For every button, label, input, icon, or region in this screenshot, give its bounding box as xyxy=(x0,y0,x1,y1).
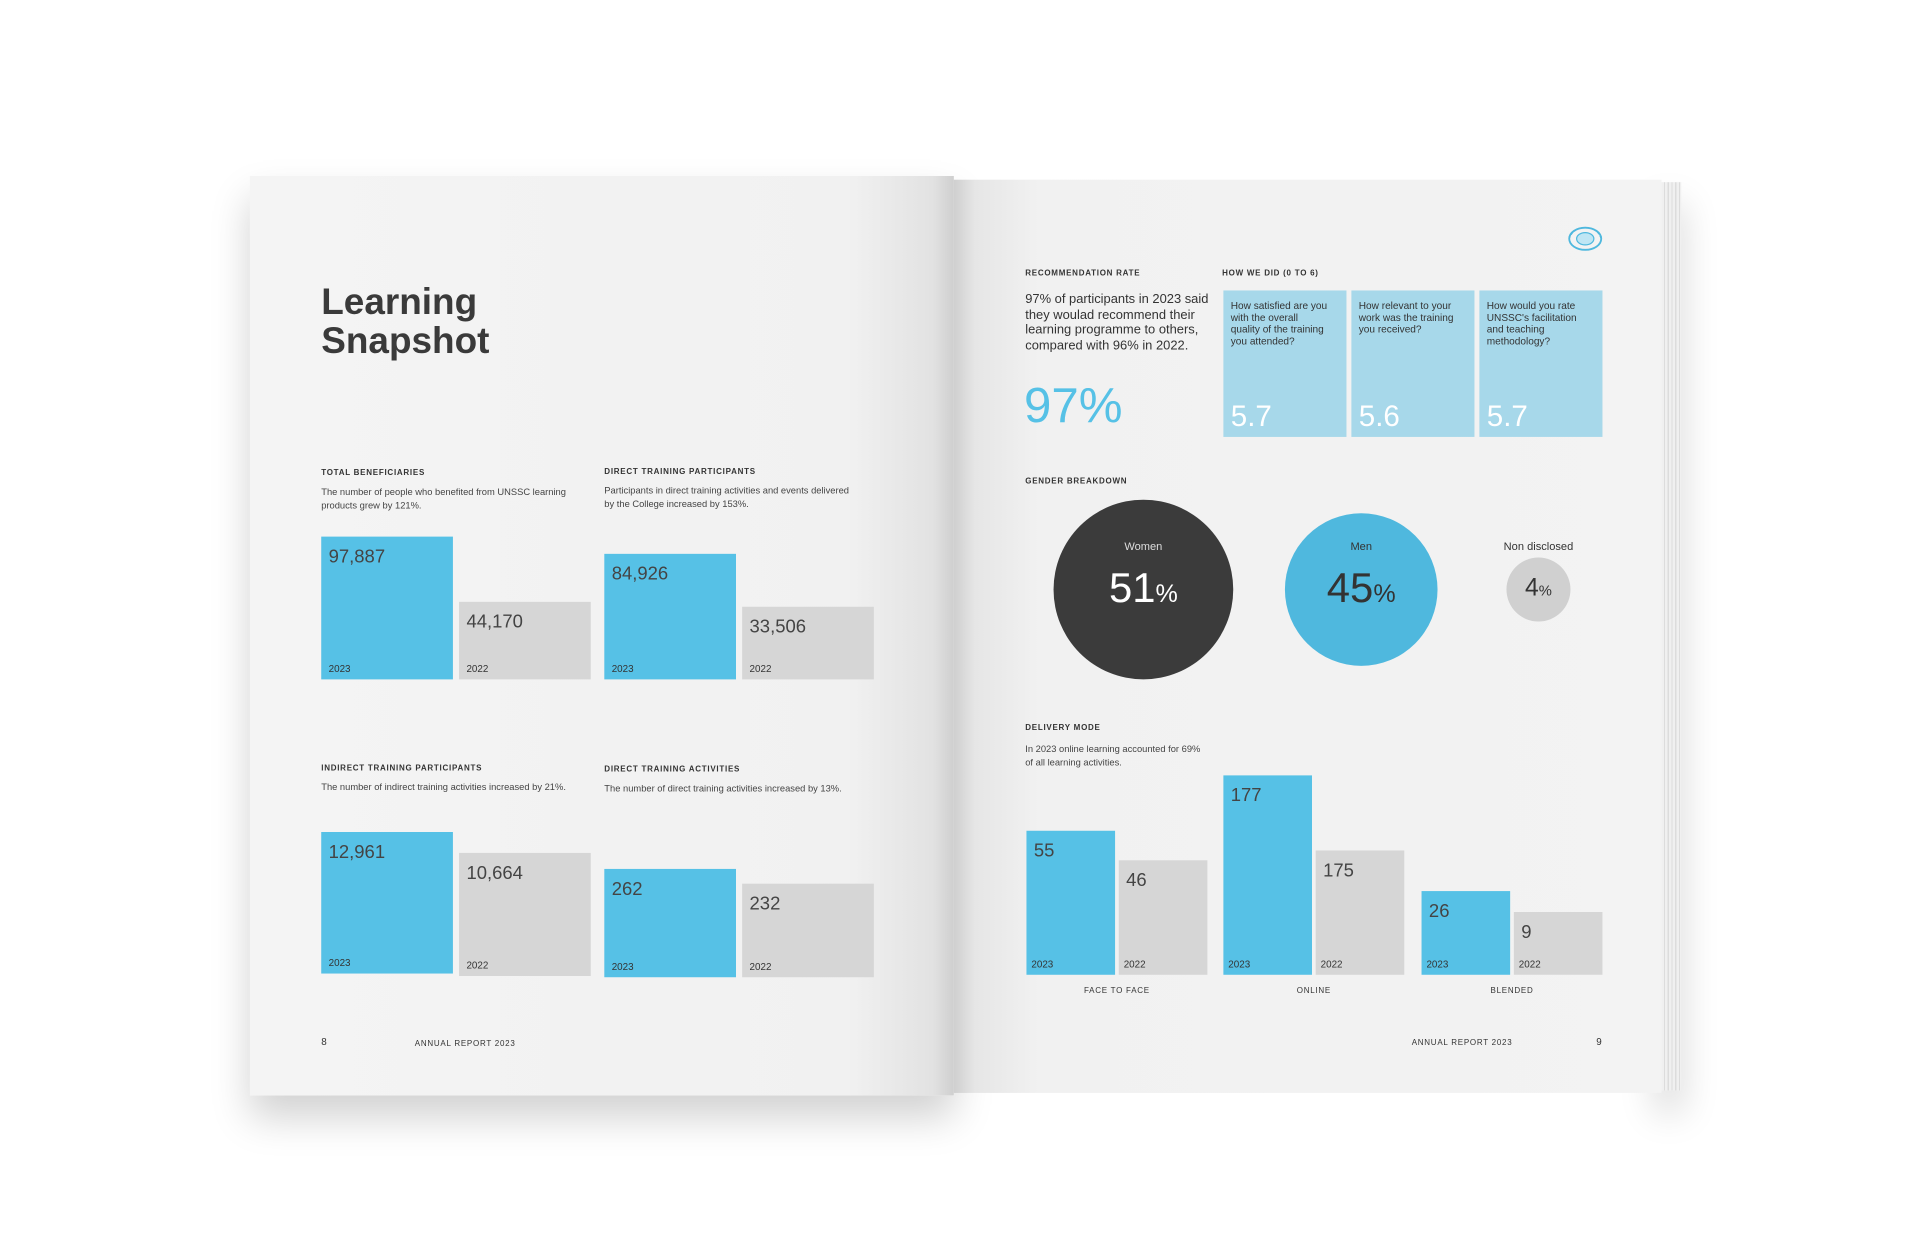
bar: 55 2023 xyxy=(1026,830,1116,975)
bar-value: 262 xyxy=(611,878,643,900)
gender-name: Women xyxy=(1124,540,1163,553)
gender-circle xyxy=(1284,513,1438,666)
page-number: 9 xyxy=(1596,1036,1602,1048)
bar: 44,170 2022 xyxy=(459,601,591,680)
score-value: 5.7 xyxy=(1486,399,1528,434)
bar-value: 33,506 xyxy=(749,616,807,638)
bar-value: 26 xyxy=(1428,900,1450,922)
gender-number: 45 xyxy=(1326,564,1374,612)
gender-name: Non disclosed xyxy=(1503,540,1574,553)
gender-value: 51% xyxy=(1070,564,1218,612)
bar-year: 2022 xyxy=(1518,958,1541,970)
bar-year: 2022 xyxy=(466,663,489,675)
bar-year: 2023 xyxy=(611,663,634,675)
bar-value: 12,961 xyxy=(328,841,386,863)
gender-number: 51 xyxy=(1108,564,1156,612)
footer-text: ANNUAL REPORT 2023 xyxy=(1411,1038,1513,1048)
group-label: ONLINE xyxy=(1296,987,1331,996)
score-card: How satisfied are you with the overall q… xyxy=(1223,290,1347,437)
panel-label: INDIRECT TRAINING PARTICIPANTS xyxy=(321,764,483,773)
bar-value: 97,887 xyxy=(328,546,386,568)
panel-label: DIRECT TRAINING PARTICIPANTS xyxy=(604,467,756,477)
bar: 262 2023 xyxy=(604,868,736,978)
panel-description: The number of people who benefited from … xyxy=(321,486,566,511)
bar-value: 9 xyxy=(1521,921,1532,943)
gender-circle xyxy=(1053,499,1234,680)
score-card: How relevant to your work was the traini… xyxy=(1351,290,1475,437)
bar-value: 46 xyxy=(1126,870,1147,892)
bar-year: 2023 xyxy=(328,957,351,969)
bar: 9 2022 xyxy=(1513,911,1603,975)
bar: 175 2022 xyxy=(1315,850,1405,975)
section-label: GENDER BREAKDOWN xyxy=(1025,477,1128,487)
group-label: BLENDED xyxy=(1490,987,1534,996)
bar: 232 2022 xyxy=(742,883,874,978)
bar-year: 2022 xyxy=(466,959,489,972)
bar-year: 2023 xyxy=(611,961,634,973)
bar-year: 2022 xyxy=(1123,958,1146,970)
bar: 177 2023 xyxy=(1223,775,1312,975)
gender-value: 4% xyxy=(1465,575,1613,603)
footer-text: ANNUAL REPORT 2023 xyxy=(414,1039,516,1049)
bar: 10,664 2022 xyxy=(459,852,591,976)
page-number: 8 xyxy=(321,1036,327,1048)
bar: 84,926 2023 xyxy=(604,553,736,680)
bar: 46 2022 xyxy=(1118,860,1208,975)
bar: 33,506 2022 xyxy=(742,606,874,680)
logo xyxy=(1568,226,1603,251)
bar-value: 55 xyxy=(1033,840,1055,862)
bar-year: 2023 xyxy=(1228,958,1251,970)
group-label: FACE TO FACE xyxy=(1083,987,1150,996)
score-question: How would you rate UNSSC's facilitation … xyxy=(1486,300,1577,347)
bar: 97,887 2023 xyxy=(321,536,453,680)
bar: 12,961 2023 xyxy=(321,831,453,974)
panel-label: TOTAL BENEFICIARIES xyxy=(321,468,426,478)
section-label: HOW WE DID (0 TO 6) xyxy=(1222,269,1319,279)
gender-number: 4 xyxy=(1525,574,1539,602)
score-question: How relevant to your work was the traini… xyxy=(1358,300,1454,335)
bar-year: 2023 xyxy=(328,663,351,675)
score-value: 5.6 xyxy=(1358,399,1400,434)
page-title: Learning Snapshot xyxy=(321,281,490,362)
section-label: DELIVERY MODE xyxy=(1025,723,1101,733)
bar-value: 10,664 xyxy=(466,862,523,884)
bar: 26 2023 xyxy=(1421,891,1511,975)
bar-year: 2022 xyxy=(749,961,772,973)
gender-value: 45% xyxy=(1287,564,1435,612)
bar-value: 175 xyxy=(1323,860,1354,882)
panel-description: Participants in direct training activiti… xyxy=(604,484,849,510)
section-label: RECOMMENDATION RATE xyxy=(1025,269,1141,279)
gender-unit: % xyxy=(1373,580,1396,608)
bar-value: 44,170 xyxy=(466,611,523,633)
panel-description: The number of direct training activities… xyxy=(604,782,842,794)
panel-label: DIRECT TRAINING ACTIVITIES xyxy=(604,765,741,775)
recommendation-value: 97% xyxy=(1023,379,1123,434)
bar-year: 2022 xyxy=(749,663,772,675)
bar-value: 84,926 xyxy=(611,563,669,585)
score-value: 5.7 xyxy=(1230,399,1272,434)
bar-year: 2022 xyxy=(1320,958,1343,970)
gender-unit: % xyxy=(1538,582,1552,600)
gender-name: Men xyxy=(1350,540,1372,553)
bar-value: 177 xyxy=(1230,785,1262,807)
recommendation-text: 97% of participants in 2023 said they wo… xyxy=(1025,291,1209,353)
gender-unit: % xyxy=(1155,580,1178,608)
section-description: In 2023 online learning accounted for 69… xyxy=(1025,743,1201,768)
panel-description: The number of indirect training activiti… xyxy=(321,781,566,793)
score-question: How satisfied are you with the overall q… xyxy=(1230,300,1328,347)
bar-value: 232 xyxy=(749,893,781,915)
bar-year: 2023 xyxy=(1426,958,1449,970)
bar-year: 2023 xyxy=(1031,958,1054,970)
score-card: How would you rate UNSSC's facilitation … xyxy=(1479,290,1603,437)
gender-circle xyxy=(1506,557,1571,622)
